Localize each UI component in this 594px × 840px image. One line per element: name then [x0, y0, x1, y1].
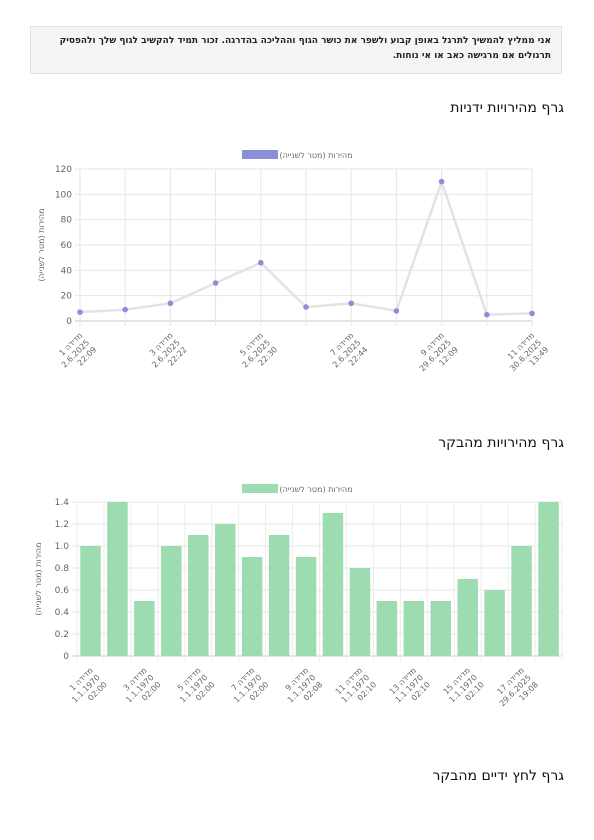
data-point	[167, 300, 174, 307]
y-tick-label: 120	[55, 165, 72, 175]
y-tick-label: 0	[66, 317, 72, 327]
bar	[511, 546, 532, 656]
bar	[268, 535, 290, 656]
hand-speed-line-chart: 0 20 40 60 80 100 120 מהירות (מטר לשנייה) מהירות…	[37, 150, 550, 373]
advice-note: אני ממליץ להמשיך לתרגל באופן קבוע ולשפר …	[30, 26, 562, 74]
bar	[376, 601, 398, 656]
data-point	[529, 310, 535, 317]
bar	[188, 535, 209, 656]
y-tick-label: 60	[61, 241, 73, 251]
data-point	[122, 306, 128, 313]
bar	[457, 579, 478, 656]
data-point	[77, 309, 83, 315]
advice-note-text: אני ממליץ להמשיך לתרגל באופן קבוע ולשפר …	[59, 36, 551, 61]
bar	[241, 557, 263, 656]
legend-swatch	[242, 484, 278, 493]
y-tick-label: 100	[55, 190, 72, 200]
grip-pressure-chart-title: גרף לחץ ידיים מהבקר	[432, 768, 564, 784]
bar	[403, 601, 425, 656]
data-point	[348, 300, 355, 307]
y-tick-label: 20	[61, 292, 73, 302]
legend-swatch	[242, 150, 278, 159]
bar	[134, 601, 155, 656]
hand-speed-chart-title: גרף מהירויות ידניות	[450, 100, 564, 116]
legend-label: מהירות (מטר לשנייה)	[279, 151, 352, 160]
legend: מהירות (מטר לשנייה)	[242, 150, 353, 160]
y-tick-label: 0.6	[55, 586, 70, 596]
legend-label: מהירות (מטר לשנייה)	[279, 485, 352, 494]
bar	[349, 568, 371, 656]
data-point	[393, 308, 400, 314]
visit-speed-bar-chart: 0 0.2 0.4 0.6 0.8 1.0 1.2 1.4 מהירות (מטר לשנייה…	[34, 484, 563, 708]
y-tick-label: 1.4	[55, 498, 70, 508]
y-axis-title: מהירות (מטר לשנייה)	[37, 208, 46, 281]
bar	[295, 557, 317, 656]
bar	[107, 502, 128, 656]
data-point	[438, 178, 445, 185]
y-tick-label: 1.2	[55, 520, 69, 530]
y-tick-label: 40	[61, 266, 73, 276]
bar	[538, 502, 559, 656]
y-tick-label: 1.0	[55, 542, 70, 552]
y-tick-label: 0	[63, 652, 69, 662]
y-tick-label: 0.2	[55, 630, 69, 640]
bar	[430, 601, 451, 656]
y-axis-title: מהירות (מטר לשנייה)	[34, 542, 43, 615]
bar	[80, 546, 101, 656]
y-tick-label: 80	[61, 216, 73, 226]
bar	[484, 590, 505, 656]
data-point	[258, 259, 264, 266]
visit-speed-chart-title: גרף מהירויות מהבקר	[438, 435, 564, 451]
y-tick-label: 0.8	[55, 564, 70, 574]
data-point	[484, 311, 490, 318]
bar	[214, 524, 236, 656]
data-point	[303, 304, 309, 310]
bar	[161, 546, 182, 656]
legend: מהירות (מטר לשנייה)	[242, 484, 353, 494]
y-tick-label: 0.4	[55, 608, 70, 618]
data-point	[212, 280, 219, 286]
bar	[322, 513, 344, 656]
